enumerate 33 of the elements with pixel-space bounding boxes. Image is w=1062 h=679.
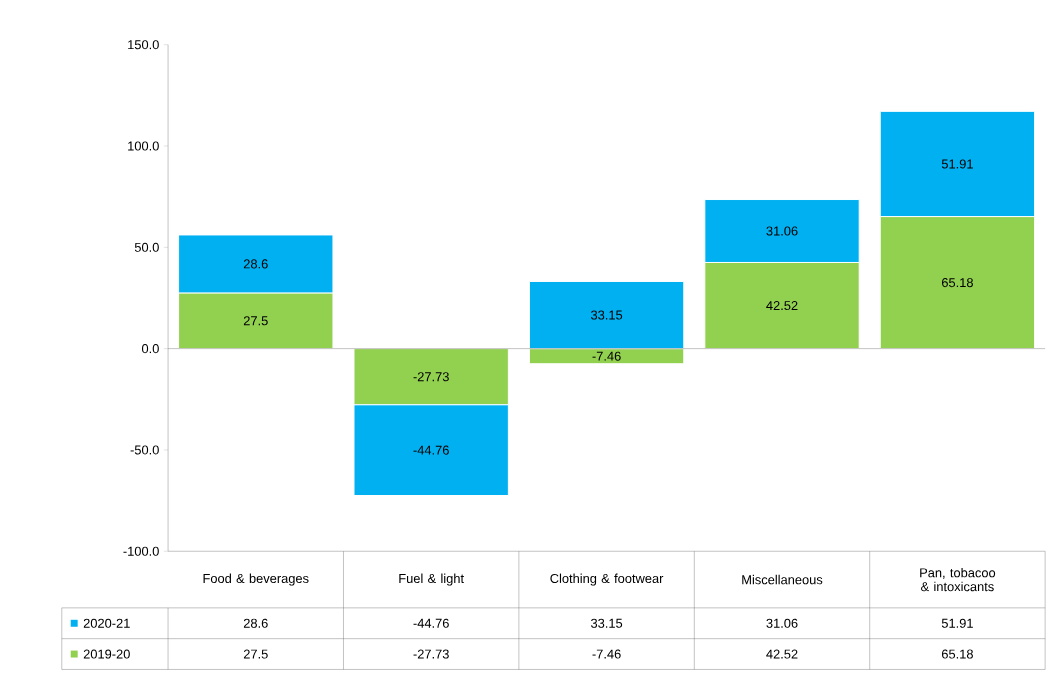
text: 65.18 — [941, 277, 973, 287]
y-tick-label: -50.0 — [130, 445, 159, 455]
x-tick-label: Clothing & footwear — [550, 573, 664, 586]
y-tick-label: 50.0 — [134, 242, 159, 252]
text: 28.6 — [243, 259, 268, 269]
x-tick-label: Miscellaneous — [742, 574, 823, 585]
data-label: 27.5 — [243, 649, 268, 659]
x-tick-label: Food & beverages — [203, 573, 309, 586]
text: -7.46 — [592, 351, 621, 361]
data-label: -44.76 — [413, 618, 449, 628]
y-tick-label: 150.0 — [128, 39, 159, 50]
x-tick-label: Fuel & light — [399, 573, 464, 586]
text: -44.76 — [413, 445, 449, 455]
text: 33.15 — [591, 310, 623, 320]
data-label: 42.52 — [766, 649, 798, 659]
text: 42.52 — [766, 300, 798, 310]
data-label: 51.91 — [941, 618, 973, 628]
text: 27.5 — [243, 316, 268, 326]
legend-label: 2020-21 — [83, 618, 130, 628]
data-label: 28.6 — [243, 618, 268, 628]
data-label: 65.18 — [941, 649, 973, 659]
text: 51.91 — [941, 159, 973, 169]
y-tick-label: 100.0 — [128, 141, 159, 151]
text: -27.73 — [413, 371, 449, 382]
y-tick-label: -100.0 — [123, 546, 159, 556]
data-label: -7.46 — [592, 649, 621, 659]
data-label: -27.73 — [413, 649, 449, 659]
x-tick-label: Pan, tobacoo & intoxicants — [920, 567, 996, 592]
text: 31.06 — [766, 226, 798, 236]
data-label: 33.15 — [591, 618, 623, 628]
legend-label: 2019-20 — [83, 649, 130, 659]
data-label: 31.06 — [766, 618, 798, 628]
y-tick-label: 0.0 — [141, 343, 159, 353]
